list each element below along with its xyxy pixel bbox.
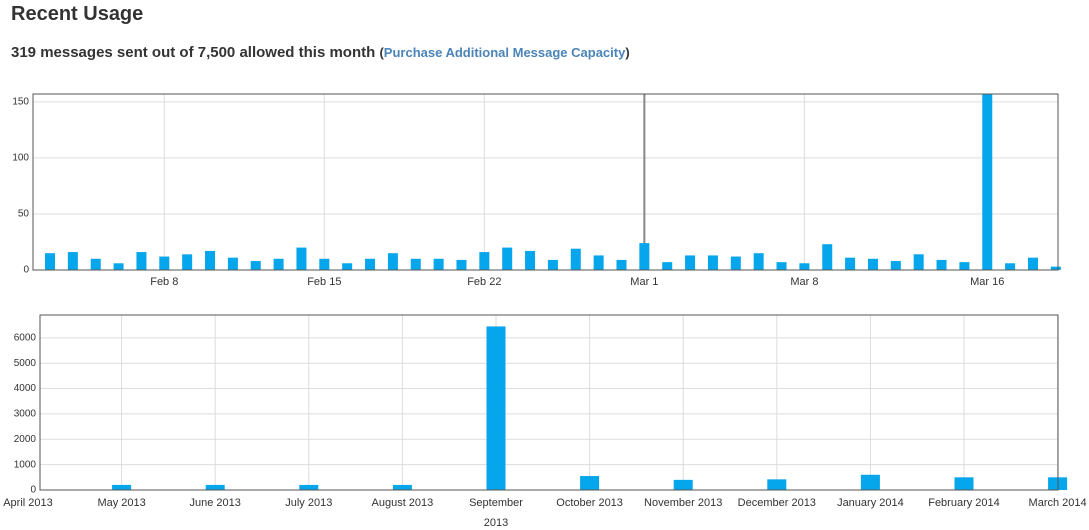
bar	[1027, 257, 1038, 270]
bar	[299, 484, 319, 490]
bar	[342, 263, 353, 270]
plot-border	[39, 314, 1059, 491]
bar	[67, 252, 78, 270]
bar	[45, 253, 55, 270]
bar	[392, 484, 412, 490]
bar	[227, 257, 238, 270]
bar	[250, 261, 261, 270]
x-tick-label: October 2013	[556, 497, 623, 509]
x-tick-label: Feb 15	[307, 276, 341, 288]
bar	[182, 254, 193, 270]
usage-summary: 319 messages sent out of 7,500 allowed t…	[11, 44, 630, 61]
x-tick-label: April 2013	[3, 497, 53, 509]
bar	[616, 259, 627, 270]
x-tick-label: January 2014	[837, 497, 904, 509]
purchase-link[interactable]: Purchase Additional Message Capacity	[383, 45, 626, 60]
bar	[767, 479, 787, 490]
x-tick-label: November 2013	[644, 497, 722, 509]
bar	[1050, 266, 1061, 270]
bar	[547, 259, 558, 270]
bar	[159, 256, 170, 270]
bar	[639, 243, 650, 270]
bar	[319, 258, 330, 270]
bar	[410, 258, 421, 270]
bar	[205, 250, 216, 270]
bar	[753, 253, 764, 270]
y-tick-label: 2000	[14, 434, 37, 445]
x-tick-label: Mar 16	[970, 276, 1004, 288]
y-tick-label: 5000	[14, 358, 37, 369]
bar	[273, 258, 284, 270]
bar	[936, 259, 947, 270]
bar	[525, 250, 536, 270]
x-tick-label: June 2013	[190, 497, 241, 509]
x-tick-label: Mar 8	[790, 276, 818, 288]
page-title: Recent Usage	[11, 3, 144, 25]
bar	[730, 256, 741, 270]
paren: )	[625, 45, 630, 60]
bar	[433, 258, 444, 270]
bar	[365, 258, 376, 270]
x-tick-label: March 2014	[1029, 497, 1087, 509]
bar	[954, 477, 974, 490]
bar	[112, 484, 132, 490]
bar	[799, 263, 810, 270]
bar	[113, 263, 124, 270]
y-tick-label: 0	[23, 265, 29, 276]
x-tick-label: May 2013	[97, 497, 145, 509]
x-tick-label: Feb 8	[150, 276, 178, 288]
bar	[456, 259, 467, 270]
x-tick-label: September	[469, 497, 523, 509]
bar	[502, 247, 513, 270]
bar	[580, 476, 600, 490]
y-tick-label: 150	[12, 96, 29, 107]
y-tick-label: 6000	[14, 332, 37, 343]
bar	[707, 255, 718, 270]
y-tick-label: 0	[30, 485, 36, 496]
x-tick-label: July 2013	[285, 497, 332, 509]
bar	[867, 258, 878, 270]
bar	[593, 255, 604, 270]
bar	[913, 254, 924, 270]
plot-border	[32, 93, 1059, 271]
bar	[479, 252, 490, 270]
bar	[776, 262, 787, 270]
bar	[136, 252, 147, 270]
y-tick-label: 4000	[14, 383, 37, 394]
bar	[822, 244, 833, 270]
bar	[890, 261, 901, 270]
bar	[486, 326, 506, 490]
y-tick-label: 50	[18, 209, 30, 220]
bar	[1005, 263, 1016, 270]
bar	[860, 474, 880, 490]
bar	[982, 94, 993, 270]
bar	[959, 262, 970, 270]
x-tick-label: August 2013	[372, 497, 434, 509]
usage-text: 319 messages sent out of 7,500 allowed t…	[11, 44, 376, 61]
x-tick-label: February 2014	[928, 497, 1000, 509]
bar	[673, 479, 693, 490]
x-tick-label: December 2013	[738, 497, 816, 509]
bar	[387, 253, 398, 270]
bar	[845, 257, 856, 270]
y-tick-label: 100	[12, 153, 29, 164]
x-sublabel: 2013	[484, 517, 508, 529]
y-tick-label: 3000	[14, 409, 37, 420]
paren: (	[379, 45, 384, 60]
bar	[90, 258, 101, 270]
y-tick-label: 1000	[14, 459, 37, 470]
bar	[662, 262, 673, 270]
bar	[685, 255, 696, 270]
bar	[205, 484, 225, 490]
x-tick-label: Mar 1	[630, 276, 658, 288]
bar	[570, 248, 581, 270]
x-tick-label: Feb 22	[467, 276, 501, 288]
bar	[296, 247, 307, 270]
